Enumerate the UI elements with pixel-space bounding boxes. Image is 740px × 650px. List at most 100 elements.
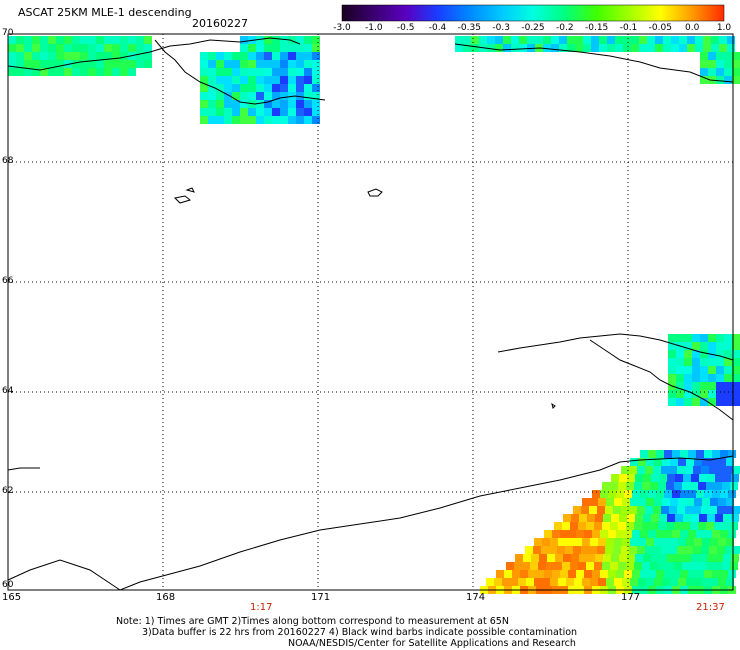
swath-cell: [550, 578, 558, 586]
swath-cell: [654, 538, 662, 546]
lon-label-168: 168: [156, 592, 176, 603]
swath-cell: [677, 546, 685, 554]
colorbar-tick-label: -0.2: [556, 23, 574, 33]
swath-cell: [312, 76, 320, 84]
colorbar-tick-label: -0.5: [396, 23, 415, 33]
swath-cell: [614, 578, 622, 586]
swath-cell: [296, 44, 304, 52]
swath-cell: [700, 390, 708, 398]
swath-cell: [701, 506, 709, 514]
swath-cell: [694, 498, 702, 506]
swath-cell: [288, 108, 296, 116]
swath-cell: [683, 514, 691, 522]
swath-cell: [700, 350, 708, 358]
swath-cell: [722, 482, 730, 490]
swath-cell: [240, 44, 248, 52]
swath-cell: [599, 44, 607, 52]
swath-cell: [676, 334, 684, 342]
swath-cell: [232, 76, 240, 84]
swath-cell: [642, 482, 650, 490]
swath-cell: [594, 522, 602, 530]
swath-cell: [607, 44, 615, 52]
swath-cell: [712, 570, 720, 578]
swath-cell: [646, 458, 654, 466]
swath-cell: [248, 92, 256, 100]
swath-cell: [280, 52, 288, 60]
swath-cell: [670, 498, 678, 506]
swath-cell: [605, 506, 613, 514]
swath-cell: [264, 116, 272, 124]
swath-cell: [573, 506, 581, 514]
swath-cell: [602, 522, 610, 530]
swath-cell: [630, 498, 638, 506]
swath-cell: [692, 334, 700, 342]
swath-cell: [718, 578, 726, 586]
swath-cell: [708, 358, 716, 366]
swath-cell: [675, 554, 683, 562]
swath-cell: [200, 68, 208, 76]
swath-cell: [272, 60, 280, 68]
swath-cell: [587, 514, 595, 522]
swath-cell: [208, 100, 216, 108]
swath-cell: [732, 374, 740, 382]
swath-cell: [669, 546, 677, 554]
swath-cell: [523, 554, 531, 562]
swath-cell: [616, 570, 624, 578]
swath-cell: [724, 398, 732, 406]
colorbar-tick-label: -0.1: [619, 23, 638, 33]
swath-cell: [518, 578, 526, 586]
swath-cell: [24, 36, 32, 44]
swath-cell: [692, 382, 700, 390]
swath-cell: [208, 84, 216, 92]
swath-cell: [638, 498, 646, 506]
swath-cell: [32, 60, 40, 68]
swath-cell: [72, 44, 80, 52]
swath-cell: [567, 44, 575, 52]
swath-cell: [232, 84, 240, 92]
swath-cell: [606, 538, 614, 546]
swath-cell: [547, 554, 555, 562]
swath-cell: [619, 474, 627, 482]
lon-label-174: 174: [466, 592, 486, 603]
swath-cell: [659, 474, 667, 482]
swath-cell: [700, 398, 708, 406]
swath-cell: [120, 52, 128, 60]
swath-cell: [104, 68, 112, 76]
swath-cell: [581, 506, 589, 514]
swath-cell: [486, 578, 494, 586]
swath-cell: [682, 482, 690, 490]
swath-cell: [224, 76, 232, 84]
swath-cell: [679, 44, 687, 52]
swath-cell: [720, 490, 728, 498]
swath-cell: [709, 466, 717, 474]
swath-cell: [688, 450, 696, 458]
swath-cell: [724, 382, 732, 390]
swath-cell: [592, 530, 600, 538]
swath-cell: [136, 36, 144, 44]
swath-cell: [312, 92, 320, 100]
swath-cell: [256, 36, 264, 44]
swath-cell: [224, 108, 232, 116]
swath-cell: [686, 538, 694, 546]
lat-label-70: 70: [2, 28, 14, 38]
swath-cell: [667, 554, 675, 562]
swath-cell: [112, 60, 120, 68]
swath-cell: [639, 36, 647, 44]
swath-cell: [670, 538, 678, 546]
swath-cell: [635, 554, 643, 562]
swath-cell: [88, 52, 96, 60]
swath-cell: [590, 538, 598, 546]
swath-cell: [709, 546, 717, 554]
swath-cell: [687, 44, 695, 52]
swath-cell: [611, 514, 619, 522]
swath-cell: [662, 578, 670, 586]
swath-cell: [40, 68, 48, 76]
swath-cell: [712, 490, 720, 498]
swath-cell: [224, 116, 232, 124]
swath-cell: [732, 358, 740, 366]
swath-cell: [502, 578, 510, 586]
swath-cell: [272, 84, 280, 92]
swath-cell: [48, 60, 56, 68]
swath-cell: [600, 490, 608, 498]
swath-cell: [686, 458, 694, 466]
